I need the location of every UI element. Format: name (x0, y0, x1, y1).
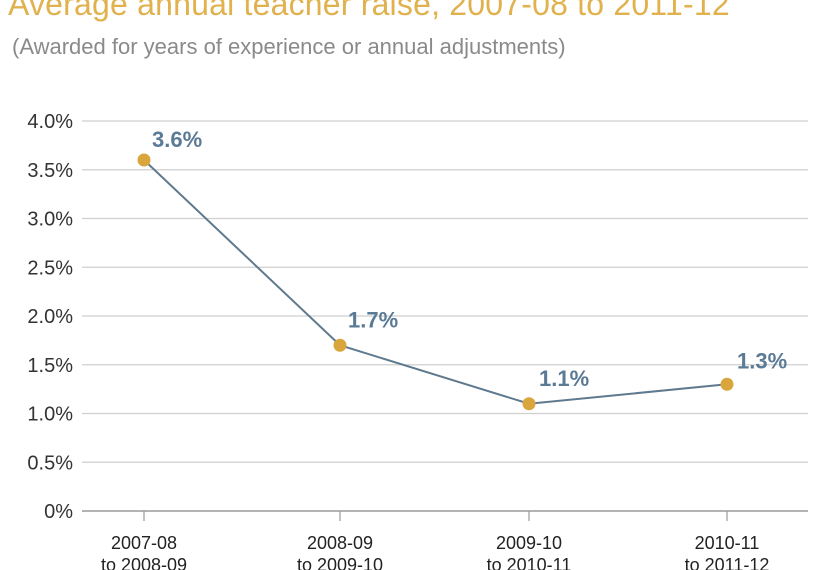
y-tick-label: 0.5% (27, 452, 73, 474)
y-tick-label: 2.0% (27, 306, 73, 328)
x-tick-label: 2010-11 to 2011-12 (685, 533, 770, 570)
data-label: 3.6% (152, 127, 202, 152)
data-point (137, 153, 151, 167)
y-tick-label: 4.0% (27, 111, 73, 133)
y-tick-label: 0% (44, 501, 73, 523)
series-line (143, 159, 728, 405)
data-point (333, 338, 347, 352)
x-tick-label: 2009-10 to 2010-11 (487, 533, 572, 570)
chart-title: Average annual teacher raise, 2007-08 to… (8, 0, 730, 22)
y-tick-label: 3.5% (27, 160, 73, 182)
data-point (720, 377, 734, 391)
data-point (522, 397, 536, 411)
data-label: 1.7% (348, 307, 398, 332)
y-tick-label: 1.5% (27, 355, 73, 377)
y-tick-label: 1.0% (27, 404, 73, 426)
x-axis: 2007-08 to 2008-09 2008-09 to 2009-10 2009-1… (101, 511, 769, 570)
data-label: 1.1% (539, 366, 589, 391)
x-tick-label: 2008-09 to 2009-10 (297, 533, 383, 570)
data-label: 1.3% (737, 348, 787, 373)
chart-subtitle: (Awarded for years of experience or annu… (12, 34, 566, 59)
y-axis: 0% 0.5% 1.0% 1.5% 2.0% 2.5% 3.0% 3.5% 4.0% (27, 111, 73, 523)
data-labels: 3.6% 1.7% 1.1% 1.3% (152, 127, 787, 391)
y-tick-label: 3.0% (27, 209, 73, 231)
gridlines (82, 120, 808, 512)
series-line-path (143, 159, 728, 405)
y-tick-label: 2.5% (27, 257, 73, 279)
x-tick-label: 2007-08 to 2008-09 (101, 533, 187, 570)
data-points (137, 153, 734, 411)
